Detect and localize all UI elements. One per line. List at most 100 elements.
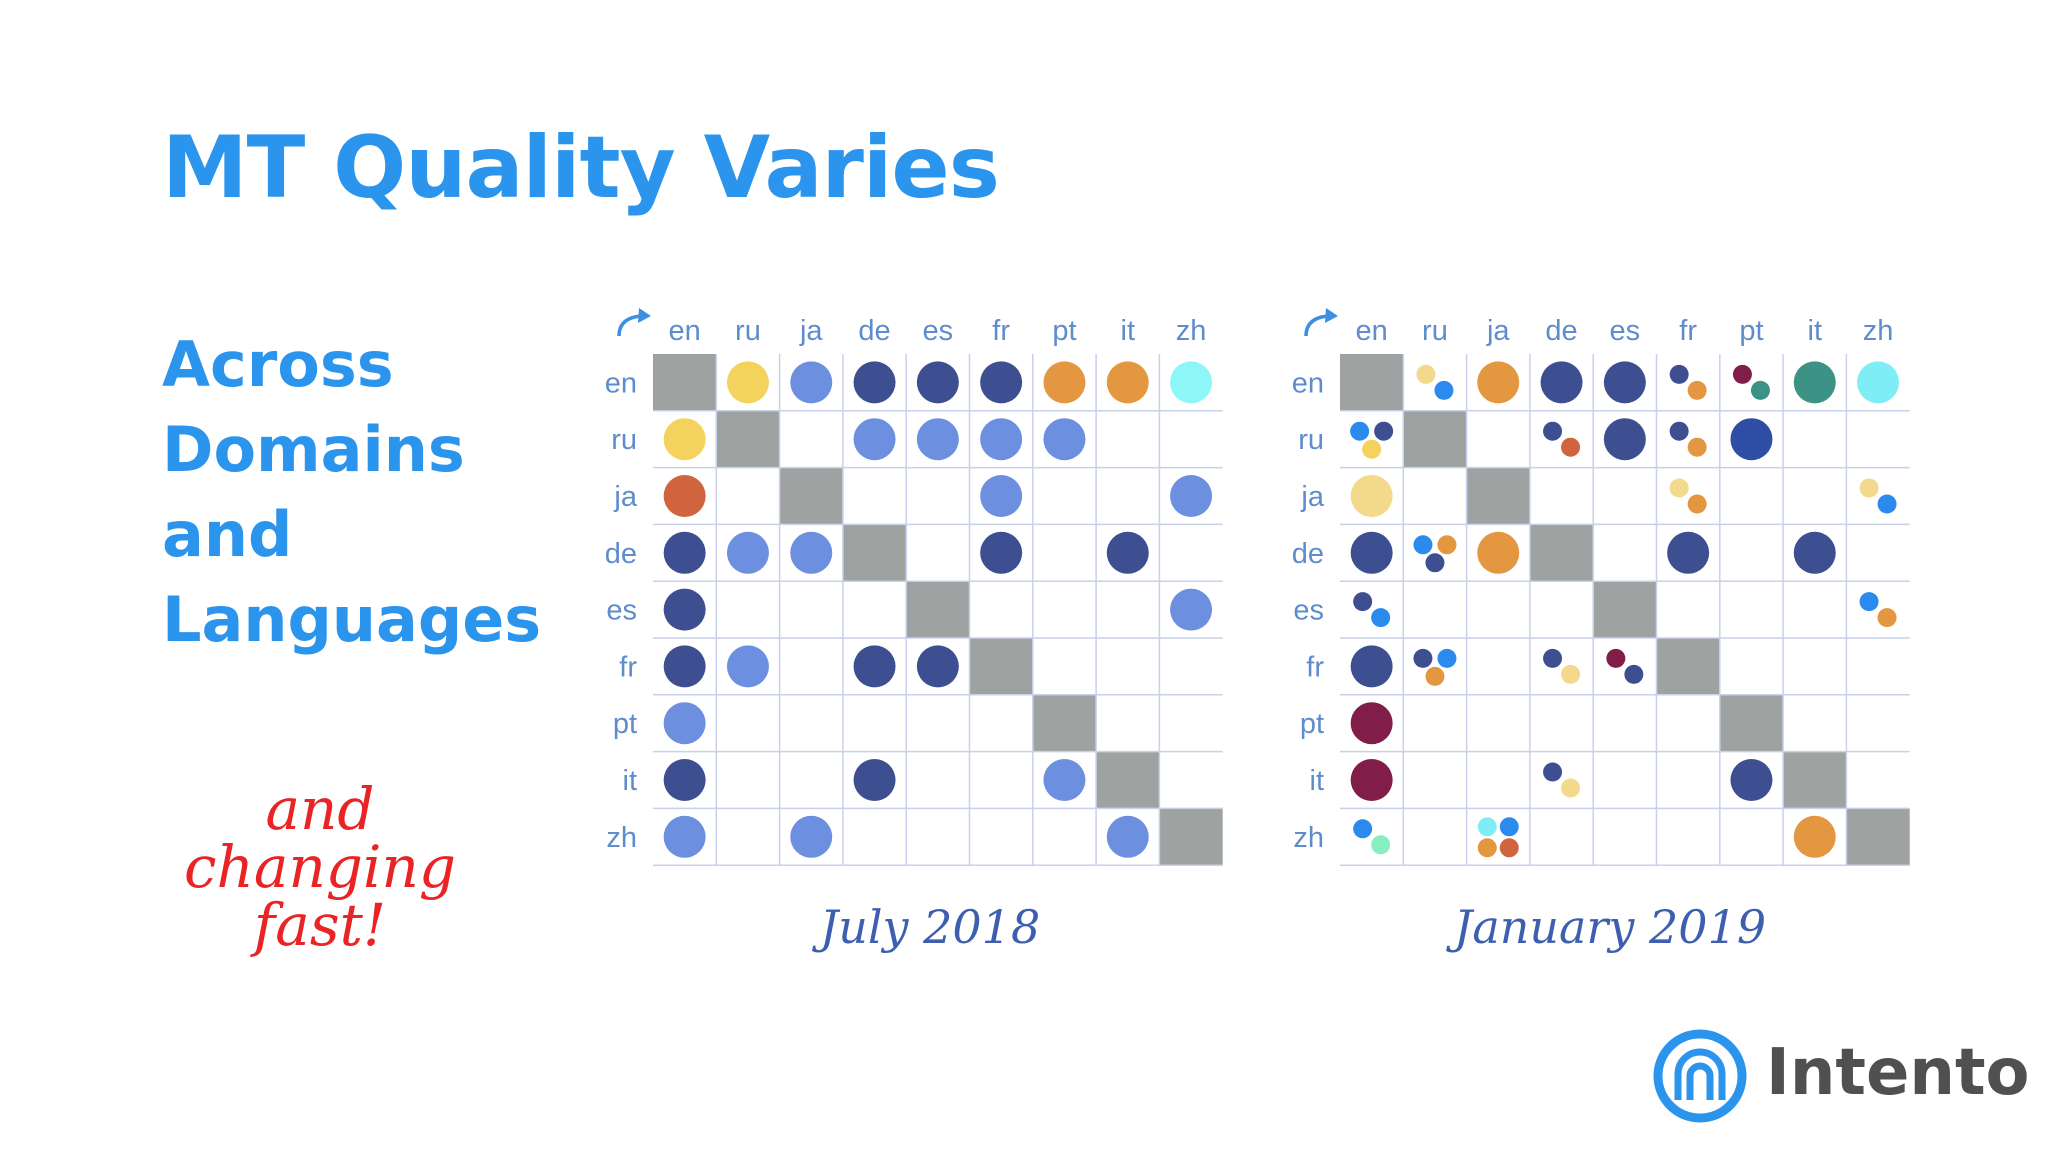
matrix-dot [1416,364,1436,384]
matrix-dot [790,361,833,404]
handwritten-line: and [265,775,375,843]
matrix-dot [1350,702,1393,745]
matrix-dot [1561,437,1581,457]
matrix-dot [1374,421,1394,441]
matrix-dot [1371,608,1391,628]
matrix-dot [1477,838,1497,858]
diagonal-cell [1032,694,1097,752]
row-label: ru [611,424,637,456]
matrix-dot [1350,759,1393,801]
column-label: it [1808,315,1823,347]
matrix-dot [1499,817,1519,837]
row-label: pt [1300,708,1324,740]
diagonal-cell [1096,751,1160,809]
diagonal-cell [1593,581,1657,638]
matrix-dot [1669,364,1689,384]
diagonal-cell [1403,410,1467,468]
matrix-dot [1434,380,1454,400]
matrix-dot [1425,666,1445,686]
subtitle-line: Domains [162,413,465,486]
matrix-dot [790,815,833,858]
logo-text: Intento [1766,1036,2030,1110]
column-label: pt [1739,315,1763,347]
handwritten-line: fast! [253,891,387,959]
matrix-dot [1413,648,1433,668]
row-label: ja [1300,481,1324,513]
chart-caption-january: January 2019 [1453,900,1767,954]
matrix-dot [663,418,706,461]
matrix-dot [1540,361,1583,404]
matrix-dot [1877,608,1897,628]
matrix-dot [663,702,706,745]
column-label: zh [1176,315,1207,347]
page-title: MT Quality Varies [162,118,1000,218]
column-label: ru [735,315,761,347]
matrix-dot [1859,478,1879,498]
column-label: en [1356,315,1388,347]
matrix-dot [1353,592,1373,612]
intento-logo-icon [1653,1029,1747,1123]
diagonal-cell [1466,467,1530,525]
row-label: it [1310,765,1325,797]
matrix-dot [1561,778,1581,798]
row-label: de [1292,538,1324,570]
matrix-dot [980,475,1023,517]
matrix-dot [1350,645,1393,688]
matrix-dot [1043,759,1086,801]
column-label: es [1610,315,1641,347]
matrix-dot [1877,494,1897,514]
matrix-dot [980,361,1023,404]
diagonal-cell [1529,524,1594,582]
matrix-dot [1561,664,1581,684]
quality-matrix-january-2019: en ru ja de es fr pt it zh en ru ja de es fr pt it zh [1292,308,1910,866]
column-label: es [923,315,954,347]
subtitle-line: and [162,498,293,571]
row-label: es [606,595,637,627]
row-label: en [1292,367,1324,399]
column-label: fr [1679,315,1697,347]
matrix-dot [726,361,769,404]
row-label: es [1293,595,1324,627]
matrix-dot [853,418,896,461]
direction-arrowhead [638,308,651,323]
matrix-dot [1437,535,1457,555]
column-label: de [1545,315,1577,347]
diagonal-cell [842,524,907,582]
matrix-dot [1043,361,1086,404]
matrix-dot [1543,762,1563,782]
matrix-dot [1106,531,1149,574]
matrix-dot [1170,361,1213,404]
matrix-dot [790,531,833,574]
row-label: zh [606,822,637,854]
subtitle: Across Domains and Languages [162,322,541,662]
row-label: fr [1306,651,1324,683]
matrix-dot [663,645,706,688]
column-label: pt [1052,315,1076,347]
row-label: fr [619,651,637,683]
matrix-dot [1413,535,1433,555]
row-label: en [605,367,637,399]
column-label: ru [1422,315,1448,347]
row-label: zh [1293,822,1324,854]
matrix-dot [916,361,959,404]
matrix-dot [663,815,706,858]
matrix-dot [853,759,896,801]
matrix-dot [1499,838,1519,858]
subtitle-line: Across [162,328,394,401]
column-label: ja [1486,315,1510,347]
matrix-dot [1730,759,1773,801]
quality-matrix-july-2018: en ru ja de es fr pt it zh en ru ja de es fr pt it zh [605,308,1223,866]
matrix-dot [1350,475,1393,517]
matrix-dot [663,759,706,801]
matrix-dot [853,361,896,404]
matrix-dot [663,475,706,517]
matrix-dot [1793,361,1836,404]
matrix-dot [1477,817,1497,837]
row-label: ru [1298,424,1324,456]
intento-logo: Intento [1652,1029,2030,1123]
matrix-dot [1687,380,1707,400]
matrix-dot [1687,437,1707,457]
matrix-dot [980,418,1023,461]
column-label: fr [992,315,1010,347]
matrix-dot [1371,835,1391,855]
